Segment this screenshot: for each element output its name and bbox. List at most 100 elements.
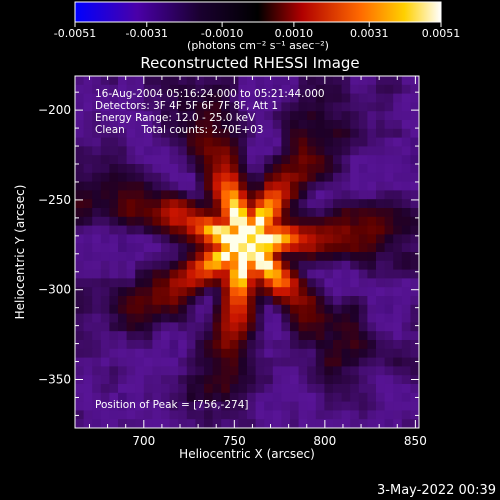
heatmap-cell — [169, 199, 179, 209]
heatmap-cell — [195, 172, 205, 182]
heatmap-cell — [401, 102, 411, 112]
heatmap-cell — [152, 137, 162, 147]
heatmap-cell — [376, 384, 385, 394]
heatmap-cell — [161, 278, 170, 288]
heatmap-cell — [152, 216, 162, 226]
heatmap-cell — [204, 172, 213, 182]
heatmap-cell — [410, 252, 420, 262]
heatmap-cell — [367, 164, 377, 174]
heatmap-cell — [83, 366, 93, 376]
heatmap-cell — [376, 111, 385, 121]
heatmap-cell — [350, 366, 360, 376]
heatmap-cell — [255, 322, 265, 332]
heatmap-cell — [143, 181, 153, 191]
heatmap-cell — [169, 111, 179, 121]
heatmap-cell — [92, 384, 102, 394]
heatmap-cell — [358, 76, 368, 86]
heatmap-cell — [118, 401, 127, 411]
heatmap-cell — [255, 410, 265, 420]
heatmap-cell — [169, 348, 179, 358]
heatmap-cell — [212, 164, 222, 174]
colorbar-ticks: -0.0051 -0.0031 -0.0010 0.0010 0.0031 0.0051 — [54, 22, 460, 40]
heatmap-cell — [118, 243, 127, 253]
heatmap-cell — [393, 243, 403, 253]
heatmap-cell — [264, 199, 274, 209]
heatmap-cell — [75, 84, 84, 94]
heatmap-cell — [281, 225, 291, 235]
heatmap-cell — [135, 216, 145, 226]
heatmap-cell — [350, 164, 360, 174]
heatmap-cell — [358, 155, 368, 165]
heatmap-cell — [333, 146, 342, 156]
heatmap-cell — [315, 384, 325, 394]
heatmap-cell — [229, 120, 239, 130]
heatmap-cell — [178, 419, 188, 429]
heatmap-cell — [83, 208, 93, 218]
heatmap-cell — [178, 137, 188, 147]
heatmap-cell — [100, 331, 110, 341]
heatmap-cell — [272, 120, 282, 130]
heatmap-cell — [238, 287, 248, 297]
heatmap-cell — [393, 199, 403, 209]
heatmap-cell — [109, 164, 119, 174]
heatmap-cell — [221, 366, 231, 376]
heatmap-cell — [229, 340, 239, 350]
heatmap-cell — [281, 357, 291, 367]
heatmap-cell — [143, 164, 153, 174]
heatmap-cell — [118, 84, 127, 94]
heatmap-cell — [367, 172, 377, 182]
heatmap-cell — [247, 137, 256, 147]
heatmap-cell — [401, 287, 411, 297]
heatmap-cell — [393, 93, 403, 103]
heatmap-cell — [358, 304, 368, 314]
heatmap-cell — [178, 322, 188, 332]
heatmap-cell — [212, 375, 222, 385]
heatmap-cell — [290, 76, 299, 86]
heatmap-cell — [272, 401, 282, 411]
heatmap-cell — [143, 208, 153, 218]
heatmap-cell — [290, 410, 299, 420]
heatmap-cell — [384, 102, 394, 112]
heatmap-cell — [100, 252, 110, 262]
heatmap-cell — [161, 120, 170, 130]
heatmap-cell — [247, 348, 256, 358]
heatmap-cell — [126, 234, 136, 244]
heatmap-cell — [272, 146, 282, 156]
heatmap-cell — [247, 243, 256, 253]
heatmap-cell — [290, 392, 299, 402]
heatmap-cell — [100, 146, 110, 156]
heatmap-cell — [324, 84, 334, 94]
heatmap-cell — [169, 252, 179, 262]
heatmap-cell — [298, 392, 308, 402]
heatmap-cell — [350, 331, 360, 341]
heatmap-cell — [229, 164, 239, 174]
heatmap-cell — [333, 375, 342, 385]
heatmap-cell — [307, 296, 317, 306]
heatmap-cell — [341, 366, 351, 376]
heatmap-cell — [290, 164, 299, 174]
heatmap-cell — [152, 155, 162, 165]
heatmap-cell — [367, 76, 377, 86]
heatmap-cell — [298, 128, 308, 138]
heatmap-cell — [255, 348, 265, 358]
heatmap-cell — [376, 155, 385, 165]
heatmap-cell — [401, 375, 411, 385]
heatmap-cell — [135, 199, 145, 209]
heatmap-cell — [212, 146, 222, 156]
heatmap-cell — [135, 252, 145, 262]
heatmap-cell — [272, 269, 282, 279]
heatmap-cell — [161, 155, 170, 165]
heatmap-cell — [358, 181, 368, 191]
heatmap-cell — [247, 155, 256, 165]
heatmap-cell — [384, 243, 394, 253]
heatmap-cell — [195, 128, 205, 138]
heatmap-cell — [350, 296, 360, 306]
heatmap-cell — [238, 225, 248, 235]
heatmap-cell — [229, 269, 239, 279]
heatmap-cell — [401, 93, 411, 103]
heatmap-cell — [264, 322, 274, 332]
heatmap-cell — [264, 146, 274, 156]
heatmap-cell — [212, 93, 222, 103]
heatmap-cell — [290, 357, 299, 367]
heatmap-cell — [118, 199, 127, 209]
